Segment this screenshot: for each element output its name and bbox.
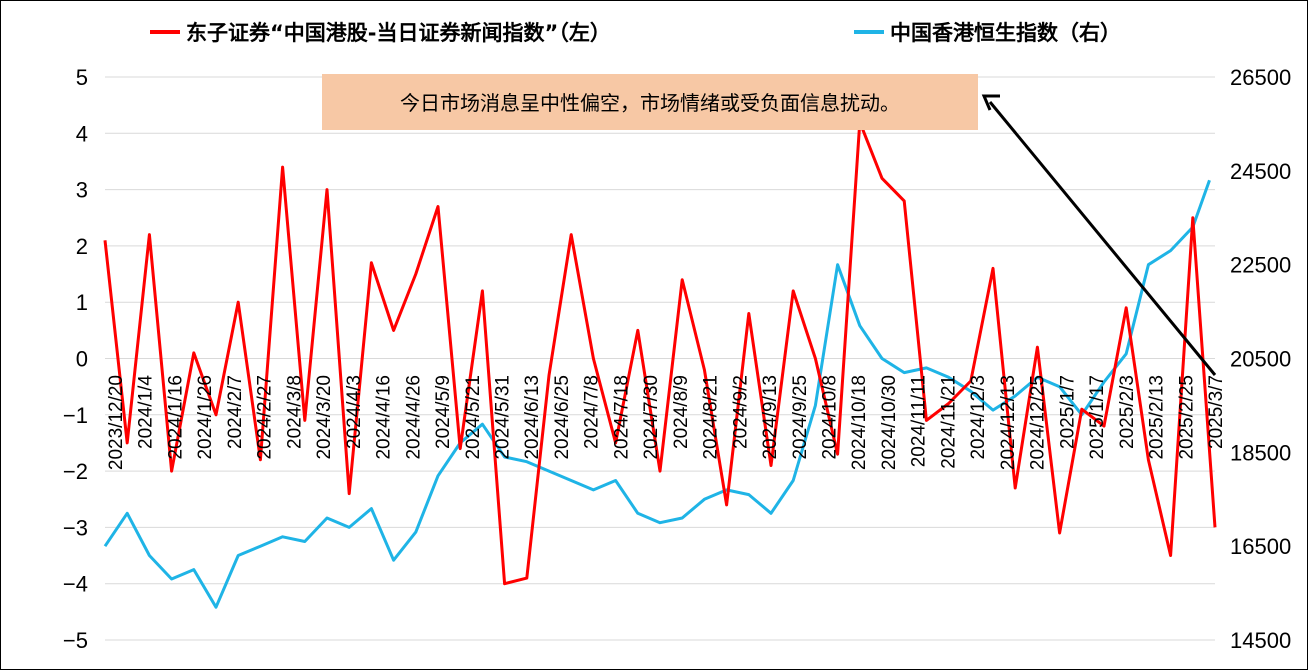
x-tick-label: 2025/2/25 [1176,375,1197,460]
x-tick-label: 2024/3/8 [284,375,305,449]
x-tick-label: 2024/6/25 [552,375,573,460]
x-tick-label: 2024/11/21 [938,375,959,469]
x-tick-label: 2024/6/13 [522,375,543,460]
x-tick-label: 2024/12/25 [1028,375,1049,470]
x-tick-label: 2025/1/7 [1057,375,1078,449]
x-tick-label: 2024/10/30 [879,375,900,470]
left-tick-label: −2 [63,459,88,484]
x-tick-label: 2024/8/21 [701,375,722,460]
right-tick-label: 24500 [1230,159,1291,184]
x-tick-label: 2025/2/3 [1117,375,1138,449]
x-tick-label: 2024/4/3 [344,375,365,449]
legend-left-label: 东子证券“中国港股-当日证券新闻指数”（左） [186,21,611,45]
x-axis: 2023/12/20 2024/1/4 2024/1/16 2024/1/26 2024… [106,375,1227,471]
x-tick-label: 2024/4/16 [374,375,395,460]
right-tick-label: 14500 [1230,628,1291,653]
x-tick-label: 2024/2/7 [225,375,246,449]
x-tick-label: 2024/7/8 [582,375,603,449]
hang-seng-line [103,179,1211,609]
hang-seng-series [103,179,1211,609]
left-tick-label: 2 [76,234,88,259]
x-tick-label: 2024/1/16 [165,375,186,460]
right-tick-label: 22500 [1230,253,1291,278]
right-tick-label: 16500 [1230,534,1291,559]
legend-right-label: 中国香港恒生指数（右） [890,21,1121,45]
x-tick-label: 2023/12/20 [106,375,127,470]
annotation-box [322,74,978,130]
left-tick-label: −3 [63,515,88,540]
x-tick-label: 2024/12/13 [998,375,1019,470]
gridlines [105,76,1215,641]
annotation-text: 今日市场消息呈中性偏空，市场情绪或受负面信息扰动。 [400,91,900,115]
x-tick-label: 2025/2/13 [1147,375,1168,460]
x-tick-label: 2024/9/25 [790,375,811,460]
left-tick-label: −4 [63,572,88,597]
right-tick-label: 26500 [1230,65,1291,90]
left-tick-label: −1 [63,403,88,428]
right-axis: 26500 24500 22500 20500 18500 16500 14500 [1230,65,1291,653]
right-tick-label: 20500 [1230,347,1291,372]
x-tick-label: 2024/3/20 [314,375,335,460]
annotation-arrow-head [981,94,1000,111]
left-tick-label: 3 [76,178,88,203]
left-tick-label: 4 [76,121,88,146]
news-index-line [103,120,1217,586]
x-tick-label: 2024/5/21 [463,375,484,460]
x-tick-label: 2024/10/8 [820,375,841,460]
left-axis: 5 4 3 2 1 0 −1 −2 −3 −4 −5 [63,65,88,653]
x-tick-label: 2024/4/26 [403,375,424,460]
x-tick-label: 2024/9/2 [730,375,751,449]
x-tick-label: 2024/8/9 [671,375,692,449]
x-tick-label: 2024/1/4 [136,375,157,449]
right-tick-label: 18500 [1230,440,1291,465]
x-tick-label: 2024/11/11 [909,375,930,467]
left-tick-label: −5 [63,628,88,653]
x-tick-label: 2024/7/18 [611,375,632,460]
left-tick-label: 5 [76,65,88,90]
x-tick-label: 2025/3/7 [1206,375,1227,449]
x-tick-label: 2024/10/18 [849,375,870,470]
annotation-arrow-line [988,101,1217,376]
x-tick-label: 2024/9/13 [760,375,781,460]
x-tick-label: 2025/1/17 [1087,375,1108,460]
x-tick-label: 2024/5/31 [492,375,513,460]
news-index-series [103,120,1217,586]
x-tick-label: 2024/1/26 [195,375,216,460]
left-tick-label: 1 [76,290,88,315]
x-tick-label: 2024/5/9 [433,375,454,449]
x-tick-label: 2024/2/27 [255,375,276,460]
left-tick-label: 0 [76,347,88,372]
x-tick-label: 2024/7/30 [641,375,662,460]
x-tick-label: 2024/12/3 [968,375,989,460]
